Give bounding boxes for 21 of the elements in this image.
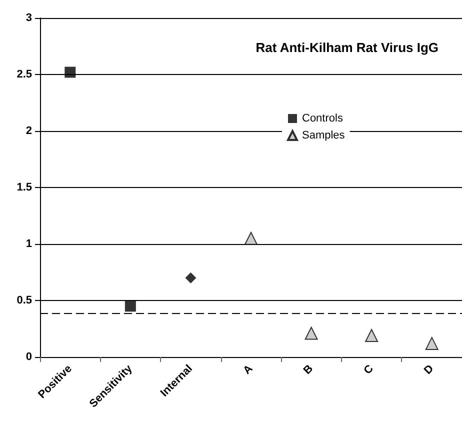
point (244, 232, 258, 245)
point (304, 326, 318, 340)
point (124, 300, 136, 312)
x-tick-label: C (362, 362, 376, 377)
point (64, 66, 76, 78)
y-tick-label: 1.5 (16, 182, 32, 194)
x-tick-label: A (241, 362, 256, 377)
point (185, 272, 196, 284)
point (425, 336, 438, 350)
y-tick-label: 3 (26, 12, 32, 24)
y-tick-label: 2 (26, 125, 32, 137)
y-tick-label: 2.5 (16, 68, 32, 80)
legend-label: Samples (302, 130, 346, 142)
x-tick-label: B (301, 362, 316, 377)
text: Rat Anti-Kilham Rat Virus IgG (256, 40, 439, 55)
y-tick-label: 0 (26, 351, 32, 363)
x-tick-label: D (422, 362, 436, 377)
legend-label: Controls (302, 112, 344, 124)
y-tick-label: 1 (26, 238, 32, 250)
y-tick-label: 0.5 (16, 294, 32, 306)
point (365, 329, 378, 342)
